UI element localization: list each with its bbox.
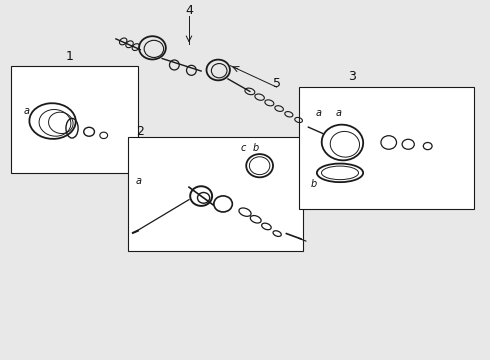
Text: a: a (335, 108, 341, 118)
Bar (298, 87, 474, 208)
Text: a: a (135, 176, 142, 185)
Text: 3: 3 (348, 70, 356, 83)
Text: b: b (311, 179, 317, 189)
Text: 4: 4 (185, 4, 193, 17)
Text: c: c (240, 143, 245, 153)
Text: b: b (252, 143, 259, 153)
Text: 1: 1 (66, 50, 74, 63)
Text: a: a (24, 106, 29, 116)
Bar (11, 66, 138, 173)
Text: 5: 5 (272, 77, 281, 90)
Text: 2: 2 (136, 125, 144, 138)
Bar (128, 137, 303, 251)
Text: a: a (316, 108, 321, 118)
